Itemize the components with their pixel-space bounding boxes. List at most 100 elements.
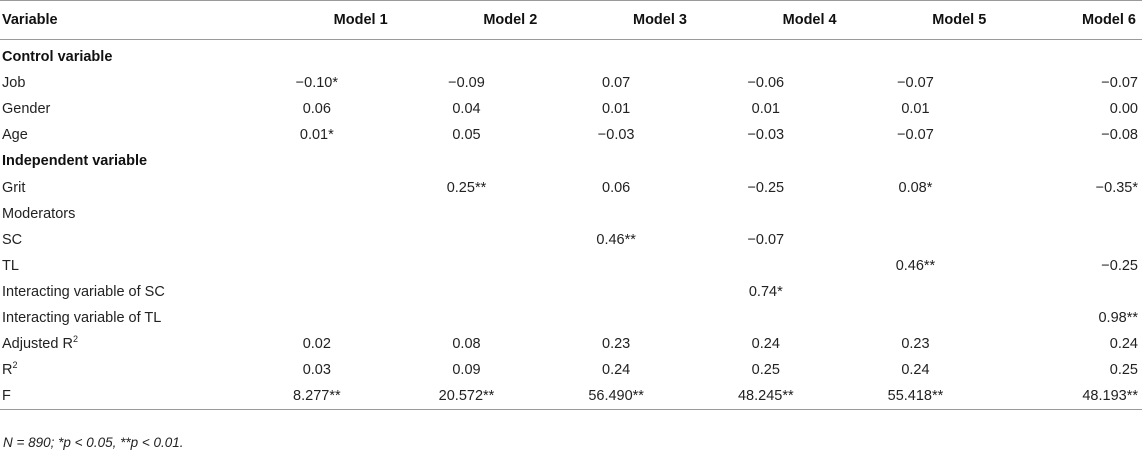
header-model-5: Model 5 bbox=[932, 12, 987, 28]
table-cell-model-3 bbox=[543, 253, 693, 279]
table-row: Job −0.10* −0.09 0.07 −0.06 −0.07 −0.07 bbox=[0, 70, 1142, 96]
variable-label-text: Grit bbox=[2, 179, 26, 196]
table-cell-model-1 bbox=[244, 253, 394, 279]
variable-label: SC bbox=[0, 227, 244, 253]
variable-label: R2 bbox=[0, 357, 244, 383]
table-cell-model-6 bbox=[992, 40, 1142, 71]
table-cell-model-2 bbox=[394, 40, 544, 71]
table-cell-model-6: 0.98** bbox=[1098, 309, 1138, 326]
table-row: Age 0.01* 0.05 −0.03 −0.03 −0.07 −0.08 bbox=[0, 122, 1142, 148]
variable-label: Interacting variable of SC bbox=[0, 279, 244, 305]
variable-label-text: R bbox=[2, 362, 13, 379]
table-cell-model-1 bbox=[244, 40, 394, 71]
table-cell-model-1: 8.277** bbox=[293, 388, 341, 405]
header-variable: Variable bbox=[2, 12, 58, 28]
table-cell-model-5: 0.08* bbox=[898, 179, 933, 196]
variable-label-text: Gender bbox=[2, 101, 51, 118]
table-cell-model-2 bbox=[394, 148, 544, 174]
table-cell-model-4: −0.03 bbox=[747, 127, 785, 144]
header-model-2: Model 2 bbox=[483, 12, 538, 28]
table-cell-model-3 bbox=[543, 305, 693, 331]
table-cell-model-1: 0.03 bbox=[302, 362, 331, 379]
table-cell-model-6: −0.08 bbox=[1101, 127, 1138, 144]
table-row: Independent variable bbox=[0, 148, 1142, 174]
section-label: Control variable bbox=[0, 40, 244, 71]
table-header-row: Variable Model 1 Model 2 Model 3 Model 4… bbox=[0, 0, 1142, 40]
table-cell-model-5 bbox=[843, 40, 993, 71]
table-cell-model-4: −0.25 bbox=[747, 179, 785, 196]
table-row: Adjusted R2 0.02 0.08 0.23 0.24 0.23 0.24 bbox=[0, 331, 1142, 357]
table-cell-model-4: 0.24 bbox=[751, 336, 780, 353]
table-cell-model-3 bbox=[543, 148, 693, 174]
table-row: SC 0.46** −0.07 bbox=[0, 227, 1142, 253]
variable-label: Age bbox=[0, 122, 244, 148]
table-cell-model-5 bbox=[843, 201, 993, 227]
table-cell-model-4 bbox=[693, 253, 843, 279]
table-row: Grit 0.25** 0.06 −0.25 0.08* −0.35* bbox=[0, 174, 1142, 200]
table-cell-model-2: 0.04 bbox=[452, 101, 481, 118]
table-cell-model-1 bbox=[244, 227, 394, 253]
table-cell-model-2: −0.09 bbox=[448, 75, 485, 92]
table-cell-model-4 bbox=[693, 148, 843, 174]
variable-label-text: Interacting variable of TL bbox=[2, 309, 162, 326]
table-footnote: N = 890; *p < 0.05, **p < 0.01. bbox=[3, 435, 184, 450]
table-row: Interacting variable of SC 0.74* bbox=[0, 279, 1142, 305]
table-cell-model-5: 0.24 bbox=[901, 362, 930, 379]
table-cell-model-3 bbox=[543, 40, 693, 71]
variable-label-text: Control variable bbox=[2, 49, 113, 66]
table-cell-model-6: −0.25 bbox=[1101, 257, 1138, 274]
table-cell-model-3 bbox=[543, 279, 693, 305]
table-cell-model-5 bbox=[843, 305, 993, 331]
table-cell-model-1 bbox=[244, 305, 394, 331]
table-cell-model-6: 0.25 bbox=[1109, 362, 1138, 379]
table-cell-model-2 bbox=[394, 305, 544, 331]
table-cell-model-4: 0.74* bbox=[748, 283, 783, 300]
variable-label-text: Interacting variable of SC bbox=[2, 283, 165, 300]
table-body: Control variable Job −0.10* −0.09 0.07 −0.06 −… bbox=[0, 40, 1142, 410]
table-cell-model-2: 0.09 bbox=[452, 362, 481, 379]
table-cell-model-6: 48.193** bbox=[1082, 388, 1138, 405]
table-row: F 8.277** 20.572** 56.490** 48.245** 55.418**… bbox=[0, 383, 1142, 410]
table-cell-model-3: 0.06 bbox=[602, 179, 631, 196]
table-row: TL 0.46** −0.25 bbox=[0, 253, 1142, 279]
table-cell-model-4: 48.245** bbox=[737, 388, 794, 405]
table-cell-model-6: −0.35* bbox=[1095, 179, 1138, 196]
table-cell-model-4: −0.06 bbox=[747, 75, 785, 92]
variable-label: Gender bbox=[0, 96, 244, 122]
header-model-3: Model 3 bbox=[632, 12, 687, 28]
table-cell-model-4: −0.07 bbox=[747, 231, 785, 248]
table-cell-model-1 bbox=[244, 201, 394, 227]
table-cell-model-3: 0.07 bbox=[602, 75, 631, 92]
table-cell-model-3: 0.46** bbox=[596, 231, 636, 248]
table-cell-model-2: 0.08 bbox=[452, 336, 481, 353]
table-cell-model-5 bbox=[843, 148, 993, 174]
table-cell-model-6 bbox=[992, 227, 1142, 253]
table-cell-model-2 bbox=[394, 201, 544, 227]
table-cell-model-1: 0.06 bbox=[302, 101, 331, 118]
table-cell-model-5: −0.07 bbox=[897, 75, 934, 92]
table-cell-model-1: −0.10* bbox=[295, 75, 338, 92]
table-cell-model-6: 0.00 bbox=[1109, 101, 1138, 118]
table-cell-model-5: 0.01 bbox=[901, 101, 930, 118]
variable-label-text: TL bbox=[2, 257, 19, 274]
table-cell-model-3: 0.23 bbox=[602, 336, 631, 353]
table-cell-model-3: 0.24 bbox=[602, 362, 631, 379]
table-cell-model-5 bbox=[843, 227, 993, 253]
table-cell-model-1: 0.02 bbox=[302, 336, 331, 353]
table-cell-model-1: 0.01* bbox=[299, 127, 334, 144]
table-cell-model-3: −0.03 bbox=[597, 127, 635, 144]
table-cell-model-2 bbox=[394, 253, 544, 279]
variable-label: Job bbox=[0, 70, 244, 96]
table-cell-model-5 bbox=[843, 279, 993, 305]
table-cell-model-5: −0.07 bbox=[897, 127, 934, 144]
table-cell-model-4: 0.01 bbox=[751, 101, 780, 118]
table-cell-model-6 bbox=[992, 279, 1142, 305]
table-cell-model-1 bbox=[244, 148, 394, 174]
variable-label-text: Moderators bbox=[2, 205, 76, 222]
section-label: Independent variable bbox=[0, 148, 244, 174]
variable-label: TL bbox=[0, 253, 244, 279]
table-cell-model-4 bbox=[693, 40, 843, 71]
table-cell-model-6 bbox=[992, 148, 1142, 174]
table-cell-model-3: 0.01 bbox=[602, 101, 631, 118]
